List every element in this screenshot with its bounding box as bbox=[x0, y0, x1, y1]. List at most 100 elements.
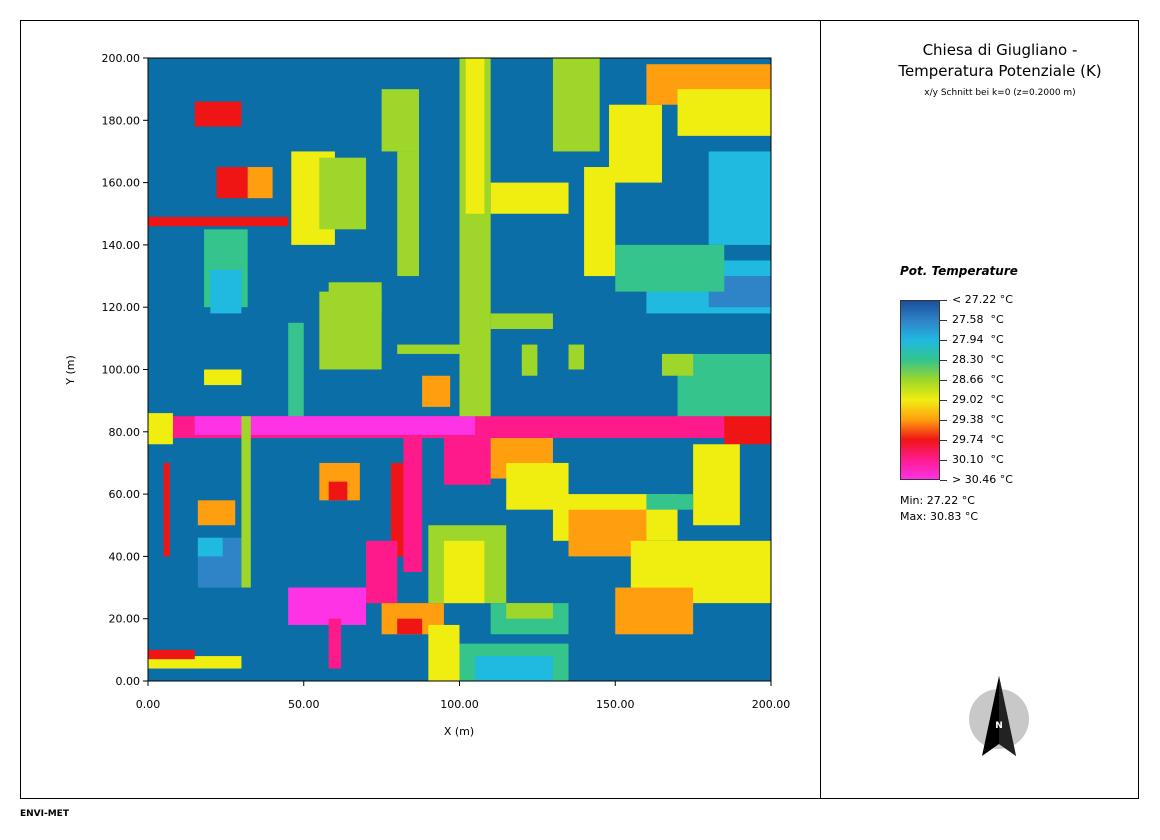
legend-tick bbox=[940, 300, 947, 301]
y-tick-label: 80.00 bbox=[109, 426, 141, 439]
legend-label: 29.74 °C bbox=[952, 433, 1004, 446]
heatmap-region bbox=[490, 419, 725, 435]
heatmap-cells bbox=[148, 58, 771, 681]
heatmap-region bbox=[428, 624, 460, 681]
heatmap-region bbox=[443, 438, 491, 485]
y-axis-label: Y (m) bbox=[64, 355, 77, 386]
heatmap-region bbox=[661, 353, 694, 376]
heatmap-region bbox=[475, 656, 553, 681]
legend-tick bbox=[940, 340, 947, 341]
heatmap-region bbox=[615, 587, 694, 635]
legend-tick bbox=[940, 380, 947, 381]
heatmap-region bbox=[148, 413, 173, 445]
heatmap-region bbox=[506, 603, 553, 619]
heatmap-region bbox=[609, 104, 662, 183]
legend-label: 29.02 °C bbox=[952, 393, 1004, 406]
max-value: Max: 30.83 °C bbox=[900, 510, 979, 523]
heatmap-region bbox=[521, 344, 538, 376]
heatmap-region bbox=[328, 618, 342, 669]
heatmap-region bbox=[328, 481, 348, 501]
axis-ticks: 0.00 50.00 100.00 150.00 200.00 0.00 20.00 40.0… bbox=[102, 52, 791, 711]
legend-title: Pot. Temperature bbox=[900, 264, 1018, 278]
heatmap-region bbox=[288, 322, 304, 417]
y-tick-label: 200.00 bbox=[102, 52, 141, 65]
legend-label: 29.38 °C bbox=[952, 413, 1004, 426]
heatmap-region bbox=[677, 89, 771, 136]
heatmap-region bbox=[148, 216, 289, 227]
heatmap-region bbox=[194, 101, 242, 127]
title-block: Chiesa di Giugliano - Temperatura Potenz… bbox=[870, 40, 1130, 98]
x-tick-label: 150.00 bbox=[596, 698, 635, 711]
chart-frame bbox=[20, 20, 1139, 799]
heatmap-region bbox=[552, 58, 600, 152]
chart-subtitle: x/y Schnitt bei k=0 (z=0.2000 m) bbox=[924, 88, 1076, 98]
heatmap-region bbox=[210, 269, 242, 314]
y-tick-label: 100.00 bbox=[102, 364, 141, 377]
legend-tick bbox=[940, 460, 947, 461]
y-tick-label: 60.00 bbox=[109, 488, 141, 501]
heatmap-region bbox=[615, 244, 725, 292]
x-axis-label: X (m) bbox=[444, 725, 474, 738]
heatmap-region bbox=[148, 656, 242, 669]
heatmap-region bbox=[334, 338, 360, 364]
heatmap-region bbox=[693, 444, 740, 526]
y-tick-label: 140.00 bbox=[102, 239, 141, 252]
legend-tick bbox=[940, 320, 947, 321]
y-tick-label: 0.00 bbox=[116, 675, 141, 688]
chart-title-line2: Temperatura Potenziale (K) bbox=[898, 62, 1102, 80]
heatmap-region bbox=[247, 167, 273, 199]
y-tick-label: 180.00 bbox=[102, 114, 141, 127]
heatmap-region bbox=[204, 369, 242, 386]
legend-tick bbox=[940, 360, 947, 361]
y-tick-label: 120.00 bbox=[102, 301, 141, 314]
heatmap-region bbox=[288, 587, 367, 625]
heatmap-region bbox=[148, 649, 195, 660]
chart-title-line1: Chiesa di Giugliano - bbox=[922, 41, 1078, 59]
legend-label: < 27.22 °C bbox=[952, 293, 1013, 306]
y-tick-label: 20.00 bbox=[109, 613, 141, 626]
heatmap-region bbox=[422, 375, 451, 407]
heatmap-region bbox=[328, 282, 382, 314]
heatmap-region bbox=[584, 167, 616, 277]
min-max-stats: Min: 27.22 °C Max: 30.83 °C bbox=[900, 493, 978, 525]
x-tick-label: 50.00 bbox=[288, 698, 320, 711]
heatmap-region bbox=[568, 344, 585, 370]
heatmap-region bbox=[241, 416, 251, 588]
heatmap-region bbox=[194, 416, 476, 435]
footer-brand: ENVI-MET bbox=[20, 809, 69, 819]
heatmap-region bbox=[465, 58, 485, 214]
heatmap-region bbox=[443, 540, 485, 604]
heatmap-region bbox=[397, 344, 460, 354]
heatmap-region bbox=[197, 537, 223, 557]
legend-label: > 30.46 °C bbox=[952, 473, 1013, 486]
legend-tick bbox=[940, 480, 947, 481]
heatmap-region bbox=[197, 500, 236, 526]
x-tick-label: 0.00 bbox=[136, 698, 161, 711]
min-value: Min: 27.22 °C bbox=[900, 494, 975, 507]
heatmap-region bbox=[724, 413, 771, 445]
legend-tick bbox=[940, 440, 947, 441]
north-label: N bbox=[995, 721, 1003, 731]
heatmap-region bbox=[163, 462, 170, 557]
legend-label: 28.66 °C bbox=[952, 373, 1004, 386]
legend-label: 30.10 °C bbox=[952, 453, 1004, 466]
heatmap-region bbox=[708, 151, 771, 245]
y-tick-label: 40.00 bbox=[109, 550, 141, 563]
heatmap-region bbox=[390, 462, 404, 557]
heatmap-region bbox=[381, 89, 420, 152]
legend-tick bbox=[940, 420, 947, 421]
heatmap-region bbox=[397, 618, 423, 635]
heatmap-region bbox=[490, 182, 569, 214]
heatmap-region bbox=[490, 313, 553, 330]
x-tick-label: 100.00 bbox=[440, 698, 479, 711]
heatmap-region bbox=[403, 438, 423, 572]
x-tick-label: 200.00 bbox=[752, 698, 791, 711]
legend-tick bbox=[940, 400, 947, 401]
north-arrow-icon: N bbox=[969, 676, 1029, 756]
heatmap-region bbox=[646, 494, 694, 510]
legend-color-bar bbox=[900, 300, 940, 480]
y-tick-label: 160.00 bbox=[102, 177, 141, 190]
heatmap-region bbox=[366, 540, 398, 604]
heatmap-region bbox=[319, 157, 367, 230]
